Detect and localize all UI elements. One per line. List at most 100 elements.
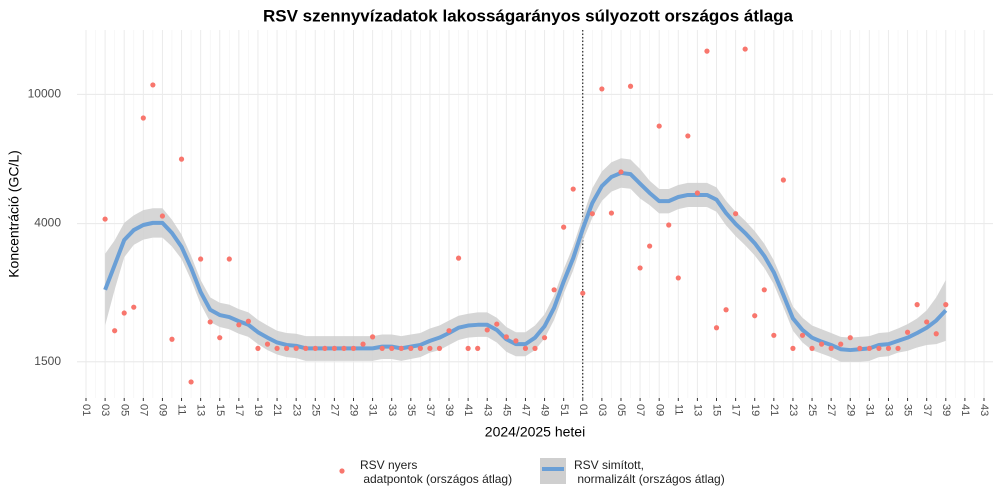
x-tick-label: 11	[672, 404, 684, 415]
raw-point	[188, 379, 194, 385]
legend-key	[339, 468, 345, 474]
raw-point	[360, 341, 366, 347]
x-tick-label: 51	[558, 404, 570, 416]
y-axis-title: Koncentráció (GC/L)	[6, 150, 22, 278]
legend-key	[540, 458, 566, 484]
x-tick-label: 33	[883, 404, 895, 416]
x-tick-label: 27	[825, 404, 837, 416]
raw-point	[169, 336, 175, 342]
legend-label: RSV nyers adatpontok (országos átlag)	[360, 458, 513, 486]
raw-point	[618, 169, 624, 175]
raw-point	[417, 345, 423, 351]
raw-point	[350, 345, 357, 351]
x-tick-label: 33	[386, 404, 398, 416]
legend-label: RSV simított, normalizált (országos átla…	[574, 458, 725, 486]
x-tick-label: 05	[118, 404, 130, 416]
x-tick-label: 49	[539, 404, 551, 416]
raw-point	[656, 123, 662, 129]
x-tick-label: 23	[787, 404, 799, 416]
raw-point	[675, 275, 681, 281]
x-tick-label: 07	[634, 404, 646, 416]
raw-point	[541, 335, 548, 341]
raw-point	[799, 332, 806, 338]
x-axis-title: 2024/2025 hetei	[485, 424, 585, 440]
raw-point	[704, 48, 710, 54]
raw-point	[341, 345, 347, 351]
raw-point	[914, 302, 920, 308]
x-tick-label: 05	[615, 404, 627, 416]
raw-point	[112, 328, 118, 334]
raw-point	[713, 325, 720, 331]
x-tick-label: 01	[577, 404, 589, 416]
raw-point	[379, 345, 385, 351]
raw-point	[322, 345, 328, 351]
x-tick-label: 13	[195, 404, 207, 416]
x-tick-label: 21	[271, 404, 283, 416]
grid: 01 03 05 07 09 11 13 15 17 19 21 23 25 27 29 31 33 35 37 39…	[28, 30, 993, 416]
chart-title: RSV szennyvízadatok lakosságarányos súly…	[263, 6, 794, 25]
raw-point	[226, 256, 232, 262]
raw-point	[532, 345, 538, 351]
raw-point	[389, 345, 395, 351]
raw-point	[331, 345, 337, 351]
raw-point	[494, 321, 500, 327]
x-tick-label: 11	[176, 404, 188, 415]
raw-point	[924, 319, 930, 325]
raw-point	[866, 345, 872, 351]
raw-point	[264, 341, 271, 347]
x-tick-label: 39	[940, 404, 952, 416]
raw-point	[484, 327, 490, 333]
raw-point	[780, 177, 786, 183]
raw-point	[589, 211, 595, 217]
raw-point	[647, 243, 653, 249]
x-tick-label: 17	[730, 404, 742, 416]
raw-point	[637, 265, 643, 271]
raw-point	[828, 345, 834, 351]
x-tick-label: 01	[80, 404, 92, 416]
raw-point	[159, 213, 166, 219]
raw-point	[694, 190, 701, 196]
raw-point	[818, 341, 825, 347]
x-tick-label: 31	[863, 404, 875, 416]
raw-point	[455, 255, 462, 261]
raw-point	[475, 345, 481, 351]
x-tick-label: 25	[309, 404, 321, 416]
raw-point	[933, 331, 939, 337]
raw-point	[790, 345, 796, 351]
raw-point	[876, 345, 882, 351]
y-tick-label: 4000	[34, 216, 61, 230]
raw-point	[140, 115, 146, 121]
x-tick-label: 35	[405, 404, 417, 416]
raw-point	[570, 186, 576, 192]
raw-point	[580, 290, 586, 296]
raw-point	[303, 345, 309, 351]
y-tick-label: 1500	[34, 354, 61, 368]
raw-point	[198, 256, 204, 262]
x-tick-label: 31	[367, 404, 379, 416]
raw-point	[465, 345, 471, 351]
raw-point	[857, 345, 863, 351]
x-tick-label: 41	[959, 404, 971, 416]
raw-point	[771, 332, 777, 338]
raw-point	[284, 345, 290, 351]
x-tick-label: 09	[653, 404, 665, 416]
raw-point	[446, 328, 452, 334]
x-tick-label: 21	[768, 404, 780, 416]
raw-point	[666, 222, 672, 228]
x-tick-label: 27	[328, 404, 340, 416]
raw-point	[742, 46, 748, 52]
x-tick-label: 17	[233, 404, 245, 416]
raw-point	[408, 345, 414, 351]
raw-point	[599, 86, 605, 92]
x-tick-label: 03	[596, 404, 608, 416]
confidence-band	[105, 158, 946, 362]
raw-point	[561, 224, 567, 230]
raw-point	[503, 334, 509, 340]
x-tick-label: 19	[749, 404, 761, 416]
raw-point	[131, 304, 137, 310]
raw-point	[551, 287, 557, 293]
raw-point	[255, 345, 261, 351]
raw-point	[885, 345, 892, 351]
raw-point	[178, 156, 185, 162]
